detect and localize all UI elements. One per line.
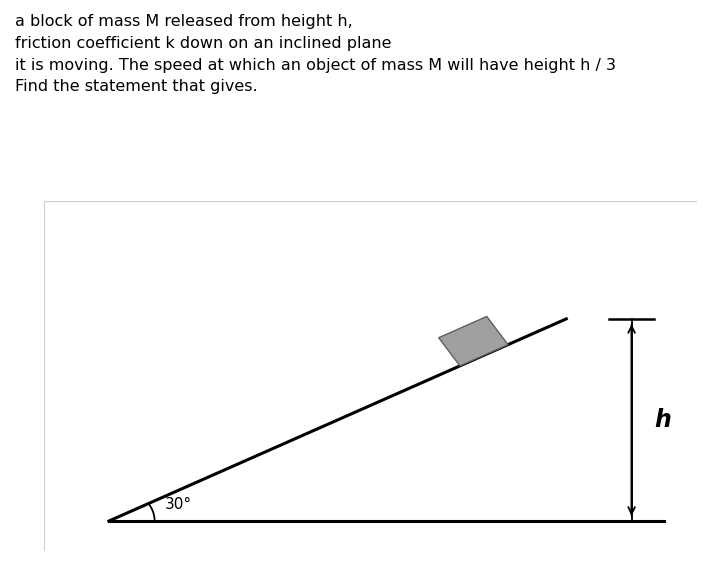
- Text: a block of mass M released from height h,
friction coefficient k down on an incl: a block of mass M released from height h…: [15, 14, 616, 94]
- Bar: [439, 316, 508, 366]
- Text: h: h: [655, 408, 672, 432]
- Text: 30°: 30°: [165, 497, 192, 512]
